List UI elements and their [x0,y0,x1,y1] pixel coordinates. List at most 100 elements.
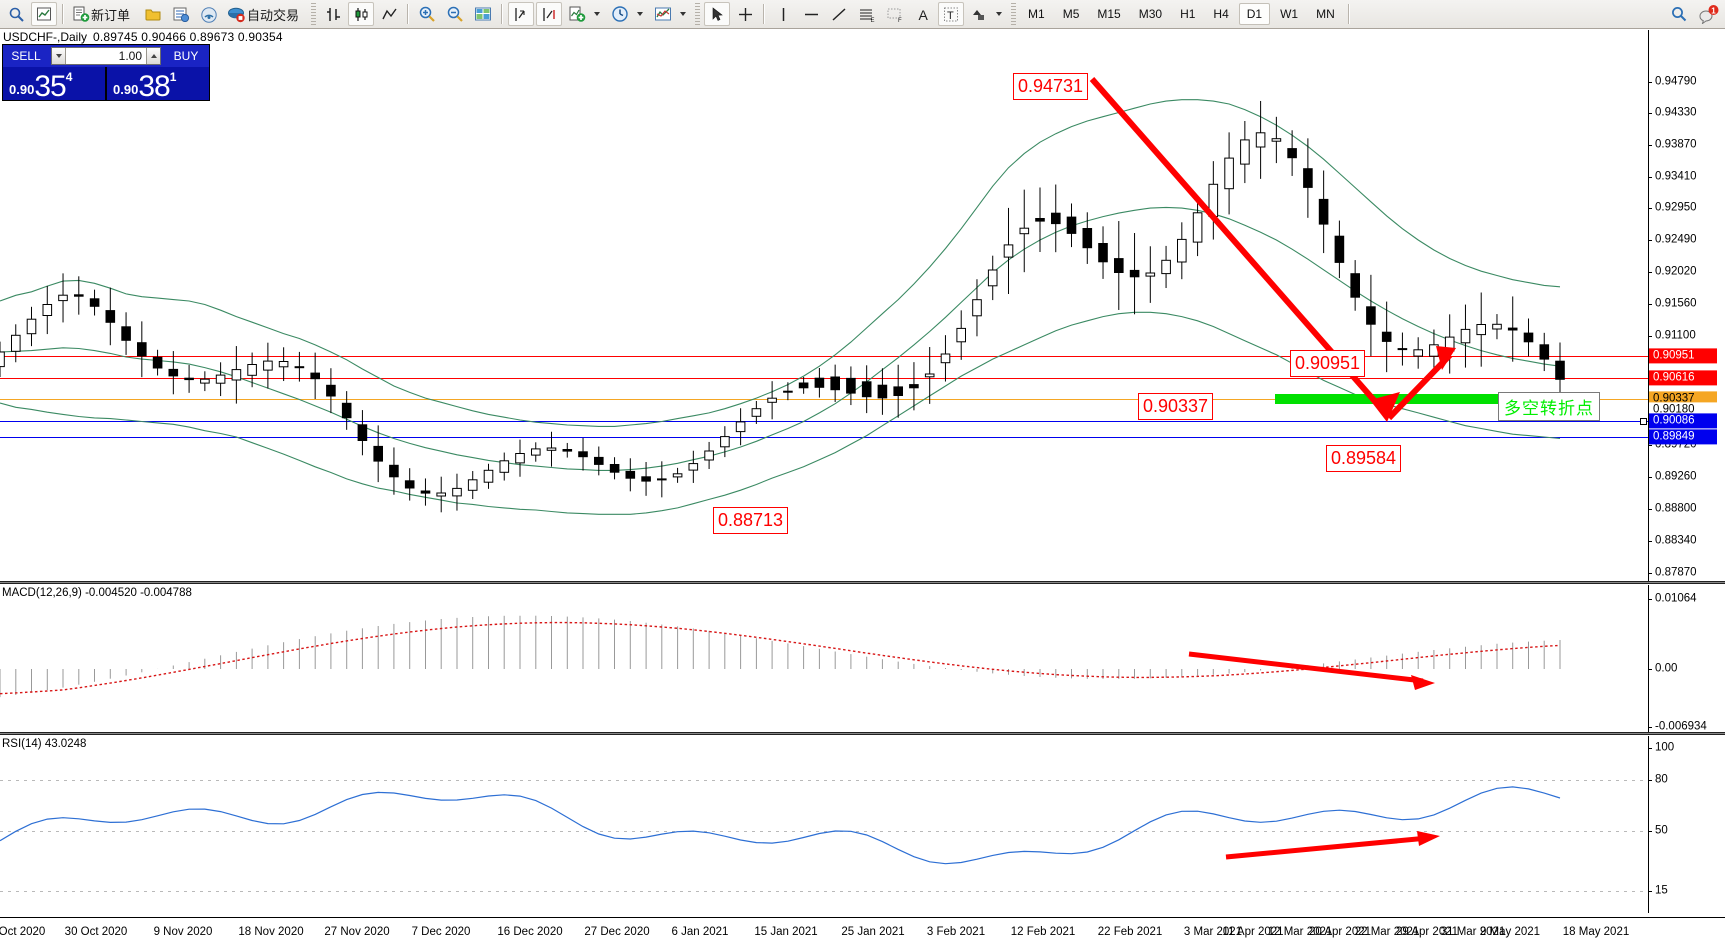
timeframe-m1[interactable]: M1 [1028,7,1045,21]
shapes-icon[interactable] [966,2,992,26]
high-label[interactable]: 0.94731 [1013,73,1089,100]
date-tick-label: 20 Apr 2021 [1308,926,1372,938]
auto-scroll-icon[interactable] [508,2,535,26]
template-icon[interactable] [650,2,676,26]
indicator-icon[interactable] [564,2,590,26]
folder-icon[interactable] [140,2,166,26]
level-0-90616[interactable]: 0.90616 [1649,370,1717,386]
timeframe-m5[interactable]: M5 [1062,7,1080,21]
pane-separator-macd[interactable] [0,581,1725,584]
toolbar-grip-2[interactable] [695,3,701,25]
fibonacci-icon[interactable]: E [854,2,880,26]
level-0-90086[interactable]: 0.90086 [1649,413,1717,429]
date-tick-label: 18 May 2021 [1562,926,1630,938]
level-line-0-90086[interactable] [0,421,1648,422]
shapes-dropdown-icon[interactable] [994,2,1007,26]
chart-window-icon[interactable] [31,2,57,26]
candlestick [688,450,699,483]
timeframe-d1[interactable]: D1 [1238,3,1271,25]
axis-tick-label: 0.01064 [1655,592,1697,605]
bar-chart-icon[interactable] [320,2,346,26]
vline-icon[interactable] [770,2,796,26]
pane-separator-rsi[interactable] [0,732,1725,735]
zoom-in-icon[interactable] [414,2,440,26]
sell-price-pip: 4 [65,70,73,84]
candlestick [89,289,100,316]
trendline-icon[interactable] [826,2,852,26]
price-plot[interactable] [0,30,1648,581]
price-tick [1648,541,1652,542]
timeframe-mn[interactable]: MN [1316,7,1335,21]
swing-low-label[interactable]: 0.88713 [713,507,789,534]
macd-downtrend-arrow[interactable] [1185,648,1445,693]
template-dropdown-icon[interactable] [678,2,691,26]
cursor-icon[interactable] [704,2,731,26]
volume-input[interactable]: 1.00 [118,49,142,63]
axis-tick [1648,831,1652,832]
price-tick [1648,445,1652,446]
timeframe-m30[interactable]: M30 [1138,7,1163,21]
date-tick-label: 3 Mar 2021 [1183,926,1243,938]
timeframe-m15[interactable]: M15 [1097,7,1121,21]
price-tick-label: 0.93410 [1655,170,1697,183]
timeframe-h1[interactable]: H1 [1180,7,1196,21]
rsi-plot[interactable] [0,736,1648,913]
candlestick [798,376,809,394]
zoom-out-icon[interactable] [442,2,468,26]
level-line-0-90951[interactable] [0,356,1648,357]
hline-icon[interactable] [798,2,824,26]
level-0-90951[interactable]: 0.90951 [1649,348,1717,364]
turning-point-note[interactable]: 多空转折点 [1498,392,1600,421]
chart-area[interactable]: 0.94790 0.94330 0.93870 0.93410 0.92950 0.924… [0,30,1725,948]
rsi-uptrend-arrow[interactable] [1222,826,1462,866]
toolbar-grip-3[interactable] [1011,3,1017,25]
crosshair-icon[interactable] [732,2,758,26]
label-icon[interactable]: T [938,2,965,26]
price-pane[interactable]: 0.94790 0.94330 0.93870 0.93410 0.92950 0.924… [0,30,1725,610]
period-dropdown-icon[interactable] [635,2,648,26]
indicator-dropdown-icon[interactable] [592,2,605,26]
candlestick [1476,292,1487,367]
level-line-0-90337[interactable] [0,399,1648,400]
timeframe-w1[interactable]: W1 [1280,7,1299,21]
one-click-trading-panel[interactable]: SELL 1.00 BUY 0.90 35 4 0.90 38 1 [2,44,210,101]
level-0-89849[interactable]: 0.89849 [1649,429,1717,445]
candlestick-icon[interactable] [348,2,375,26]
new-order-button[interactable]: 新订单 [69,2,138,26]
macd-signal-line [0,621,1561,695]
price-tick-label: 0.94790 [1655,75,1697,88]
news-icon[interactable] [168,2,194,26]
period-icon[interactable] [607,2,633,26]
search-icon[interactable] [3,2,29,26]
signal-icon[interactable] [196,2,222,26]
text-icon[interactable]: A [910,2,936,26]
line-chart-icon[interactable] [376,2,402,26]
sell-button[interactable]: SELL [11,49,41,63]
macd-plot[interactable] [0,585,1648,732]
level-line-0-89849[interactable] [0,437,1648,438]
chart-shift-icon[interactable] [536,2,563,26]
pivot-label[interactable]: 0.90337 [1138,393,1214,420]
magnifier-icon[interactable] [1666,2,1692,26]
data-window-icon[interactable] [470,2,496,26]
sell-price[interactable]: 0.90 35 4 [3,67,105,101]
volume-stepper[interactable]: 1.00 [51,47,161,65]
date-axis[interactable]: Oct 2020 30 Oct 2020 9 Nov 2020 18 Nov 2020… [0,917,1725,948]
hline-select-handle[interactable] [1640,418,1647,425]
low-label[interactable]: 0.89584 [1326,445,1402,472]
volume-increase-icon[interactable] [146,48,160,64]
alert-icon[interactable]: 1 [1694,2,1724,26]
symbol-name: USDCHF-,Daily [3,30,87,44]
autotrading-button[interactable]: 自动交易 [224,2,307,26]
buy-price[interactable]: 0.90 38 1 [105,67,209,101]
timeframe-h4[interactable]: H4 [1213,7,1229,21]
alert-count: 1 [1711,6,1716,15]
macd-pane[interactable]: MACD(12,26,9) -0.004520 -0.004788 0.0106… [0,585,1725,732]
axis-tick [1648,727,1652,728]
volume-decrease-icon[interactable] [52,48,66,64]
resistance-label[interactable]: 0.90951 [1290,350,1366,377]
channel-icon[interactable]: F [882,2,908,26]
rsi-pane[interactable]: RSI(14) 43.0248 100 80 50 15 [0,736,1725,913]
buy-button[interactable]: BUY [173,49,199,63]
toolbar-grip[interactable] [311,3,317,25]
